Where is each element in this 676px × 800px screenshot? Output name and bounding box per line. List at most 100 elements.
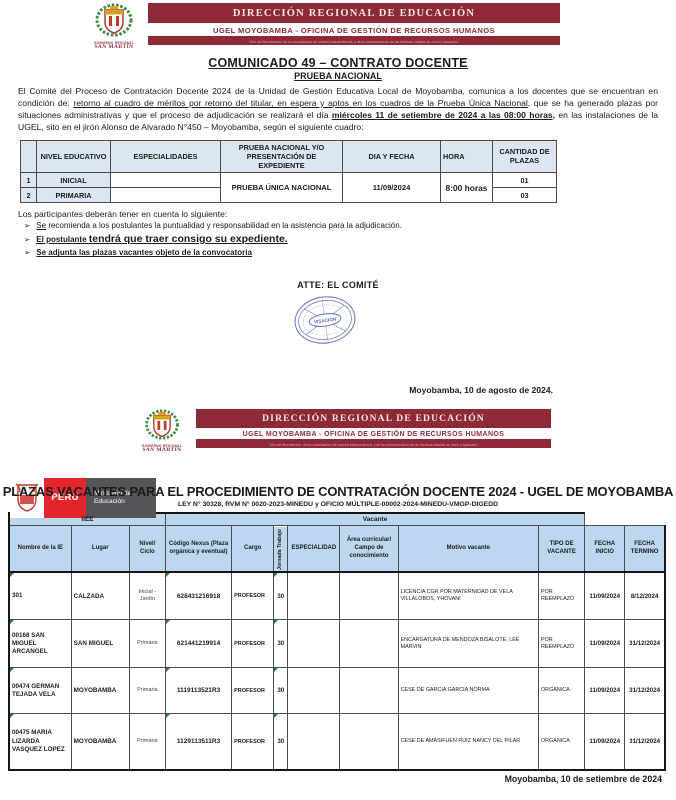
san-martin-crest-icon [95,3,133,37]
cell-tipo-vacante: POR REEMPLAZO [537,619,586,669]
plazas-title: PLAZAS VACANTES PARA EL PROCEDIMIENTO DE… [2,483,674,499]
column-header: TIPO DE VACANTE [537,525,586,573]
plazas-subtitle: LEY N° 30328, RVM N° 0020-2023-MINEDU y … [177,500,499,508]
bullet-text: Se adjunta las plazas vacantes objeto de… [36,248,252,258]
cell-especialidad [287,713,341,771]
cell-fecha-termino: 31/12/2024 [624,667,667,715]
banner-motto: "Año del Bicentenario, de la consolidaci… [148,38,560,45]
cell-fecha-inicio: 11/09/2024 [584,713,626,771]
plazas-table: IIEE Vacante Nombre de la IE Lugar Nivel/ … [7,511,667,771]
dre-header-banner: GOBIERNO REGIONAL SAN MARTÍN DIRECCIÓN R… [85,3,560,51]
ministry-label: Ministerio de Educación [86,477,156,518]
text-segment: tendrá que traer consigo su expediente. [88,233,288,246]
peru-coat-icon [15,483,39,512]
cell-lugar: SAN MIGUEL [70,619,130,669]
banner-bars: DIRECCIÓN REGIONAL DE EDUCACIÓN UGEL MOY… [196,409,551,449]
minedu-logo: PERÚ Ministerio de Educación [10,477,676,518]
text-segment: , que se ha generado plazas por situacio… [18,97,658,120]
crest-caption: SAN MARTÍN [142,447,182,454]
cell-motivo-vacante: ENCARGATURA DE MENDOZA BISALOTE, LEE MAR… [397,619,539,669]
cell-fecha-inicio: 11/09/2024 [584,619,626,669]
column-header: HORA [440,139,493,174]
comunicado-title: COMUNICADO 49 – CONTRATO DOCENTE [208,55,468,70]
banner-office-subtitle: UGEL MOYOBAMBA - OFICINA DE GESTIÓN DE R… [148,24,560,38]
crest-caption-top: GOBIERNO REGIONAL [93,41,135,45]
column-header: DIA Y FECHA [342,139,441,174]
column-header: Motivo vacante [397,525,539,573]
cell-fecha-termino: 8/12/2024 [624,571,667,621]
text-segment: en las instalaciones de la UGEL, sito en… [18,109,659,132]
cell-jornada: 30 [273,619,289,669]
t2-header-row: Nombre de la IE Lugar Nivel/ Ciclo Código N… [7,525,667,573]
peru-coat-of-arms-icon [10,477,44,518]
column-header: FECHA INICIO [584,525,626,573]
table-row: 301 CALZADA Inicial - Jardín 628431216918 PR… [7,571,667,621]
cell-nombre-ie: 00475 MARIA LIZARDA VASQUEZ LOPEZ [7,713,72,771]
column-header: NIVEL EDUCATIVO [36,139,111,174]
bullet-arrow-icon: ➢ [24,235,31,245]
column-header: ESPECIALIDAD [287,525,341,573]
date-line: Moyobamba, 10 de agosto de 2024. [409,385,553,396]
cell-hora: 8:00 horas [440,172,493,204]
cell-nivel-ciclo: Primaria [128,713,166,771]
group-header-vacante: Vacante [164,511,586,527]
row-number: 1 [20,172,37,189]
cell-tipo-vacante: ORGANICA [537,667,586,715]
stamp-icon: VISACIÓN [294,296,356,344]
cell-codigo-nexus: 1129113511R3 [164,713,233,771]
row-number: 2 [20,187,37,204]
column-header: FECHA TERMINO [624,525,667,573]
cell-codigo-nexus: 621441219914 [164,619,233,669]
cell-fecha-termino: 31/12/2024 [624,619,667,669]
table-row: 1 INICIAL PRUEBA ÚNICA NACIONAL 11/09/20… [20,172,557,204]
text-segment: Se adjunta las plazas vacantes objeto de… [36,248,252,258]
cell-motivo-vacante: CESE DE GARCIA GARCIA NORMA [397,667,539,715]
banner-office-subtitle: UGEL MOYOBAMBA - OFICINA DE GESTIÓN DE R… [196,429,551,442]
banner-motto: "Año del Bicentenario, de la consolidaci… [196,441,551,449]
intro-paragraph: El Comité del Proceso de Contratación Do… [18,85,658,133]
cell-nivel-ciclo: Primaria [128,619,166,669]
cell-lugar: CALZADA [70,571,130,621]
cell-nivel: PRIMARIA [36,187,111,204]
text-segment: El postulante [36,235,89,245]
cell-tipo-vacante: ORGANICA [537,713,586,771]
column-header: Cargo [231,525,275,573]
bullet-text: Se recomienda a los postulantes la puntu… [36,221,402,231]
closing-line: ATTE: EL COMITÉ [297,280,379,291]
bullet-item: ➢ El postulante tendrá que traer consigo … [24,233,658,246]
text-segment: El Comité del Proceso de Contratación Do… [18,85,658,108]
cell-especialidades [110,187,221,204]
cell-motivo-vacante: CESE DE AMASIFUEN RUIZ NANCY DEL PILAR [397,713,539,771]
schedule-table: NIVEL EDUCATIVO ESPECIALIDADES PRUEBA NA… [20,139,557,204]
cell-especialidad [287,667,341,715]
table-row: 2 PRIMARIA 03 [20,187,557,204]
column-header: Código Nexus (Plaza orgánica y eventual) [164,525,233,573]
cell-nombre-ie: 00474 GERMAN TEJADA VELA [7,667,72,715]
cell-especialidades [110,172,221,189]
table-row: 00168 SAN MIGUEL ARCANGEL SAN MIGUEL Prima… [7,619,667,669]
bullet-item: ➢ Se recomienda a los postulantes la punt… [24,221,658,231]
bullet-arrow-icon: ➢ [24,221,31,231]
cell-plazas: 01 [492,172,557,189]
cell-nivel-ciclo: Primaria [128,667,166,715]
cell-area-curricular [339,667,399,715]
peru-label: PERÚ [44,477,86,518]
cell-especialidad [287,571,341,621]
cell-prueba: PRUEBA ÚNICA NACIONAL [220,172,343,204]
crest-caption-top: GOBIERNO REGIONAL [141,444,183,449]
san-martin-crest: GOBIERNO REGIONAL SAN MARTÍN [133,409,191,454]
column-header: ESPECIALIDADES [110,139,221,174]
text-segment: miércoles 11 de setiembre de 2024 a las … [331,109,556,120]
cell-motivo-vacante: LICENCIA CGR POR MATERNIDAD DE VELA VILL… [397,571,539,621]
table-row: 00475 MARIA LIZARDA VASQUEZ LOPEZ MOYOBAM… [7,713,667,771]
comunicado-subtitle: PRUEBA NACIONAL [294,70,382,81]
cell-cargo: PROFESOR [231,667,275,715]
cell-fecha-termino: 31/12/2024 [624,713,667,771]
banner-bars: DIRECCIÓN REGIONAL DE EDUCACIÓN UGEL MOY… [148,3,560,45]
cell-area-curricular [339,571,399,621]
cell-fecha-inicio: 11/09/2024 [584,667,626,715]
cell-jornada: 30 [273,667,289,715]
crest-caption: SAN MARTÍN [94,44,134,51]
cell-especialidad [287,619,341,669]
